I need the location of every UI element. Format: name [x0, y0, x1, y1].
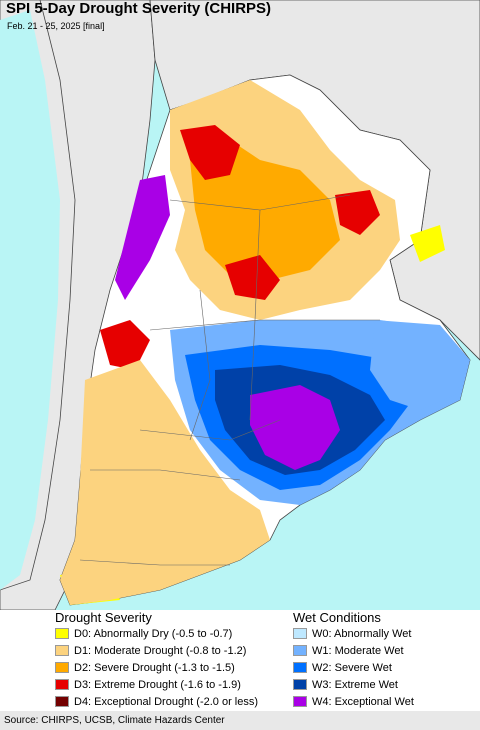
w4-northwest: [115, 175, 170, 300]
swatch-d1: [55, 645, 69, 656]
map-title: SPI 5-Day Drought Severity (CHIRPS): [6, 0, 272, 17]
swatch-d4: [55, 696, 69, 707]
map-subtitle: Feb. 21 - 25, 2025 [final]: [7, 21, 105, 31]
d3-west: [100, 320, 150, 370]
legend-label-w0: W0: Abnormally Wet: [312, 628, 412, 640]
coastline-chile: [0, 10, 60, 590]
d0-northeast: [410, 225, 445, 262]
legend-label-d1: D1: Moderate Drought (-0.8 to -1.2): [74, 645, 247, 657]
legend-label-d2: D2: Severe Drought (-1.3 to -1.5): [74, 662, 235, 674]
d3-east: [335, 190, 380, 235]
wet-legend-heading: Wet Conditions: [293, 610, 381, 625]
legend-label-w4: W4: Exceptional Wet: [312, 696, 414, 708]
swatch-d2: [55, 662, 69, 673]
swatch-w3: [293, 679, 307, 690]
d1-southwest: [60, 360, 270, 605]
w1-uruguay: [370, 320, 470, 410]
swatch-w0: [293, 628, 307, 639]
legend-label-d3: D3: Extreme Drought (-1.6 to -1.9): [74, 679, 241, 691]
swatch-w2: [293, 662, 307, 673]
legend-label-d4: D4: Exceptional Drought (-2.0 or less): [74, 696, 259, 708]
drought-map: [0, 0, 480, 610]
footer: Source: CHIRPS, UCSB, Climate Hazards Ce…: [0, 711, 480, 730]
d3-north: [180, 125, 240, 180]
legend-panel: Drought Severity D0: Abnormally Dry (-0.…: [0, 610, 480, 710]
d3-center: [225, 255, 280, 300]
drought-legend-heading: Drought Severity: [55, 610, 152, 625]
source-credit: Source: CHIRPS, UCSB, Climate Hazards Ce…: [4, 715, 225, 726]
legend-label-d0: D0: Abnormally Dry (-0.5 to -0.7): [74, 628, 233, 640]
legend-label-w1: W1: Moderate Wet: [312, 645, 404, 657]
legend-label-w3: W3: Extreme Wet: [312, 679, 398, 691]
swatch-w4: [293, 696, 307, 707]
swatch-d3: [55, 679, 69, 690]
w4-central: [250, 385, 340, 470]
boundaries: [79, 194, 380, 566]
swatch-d0: [55, 628, 69, 639]
swatch-w1: [293, 645, 307, 656]
legend-label-w2: W2: Severe Wet: [312, 662, 392, 674]
